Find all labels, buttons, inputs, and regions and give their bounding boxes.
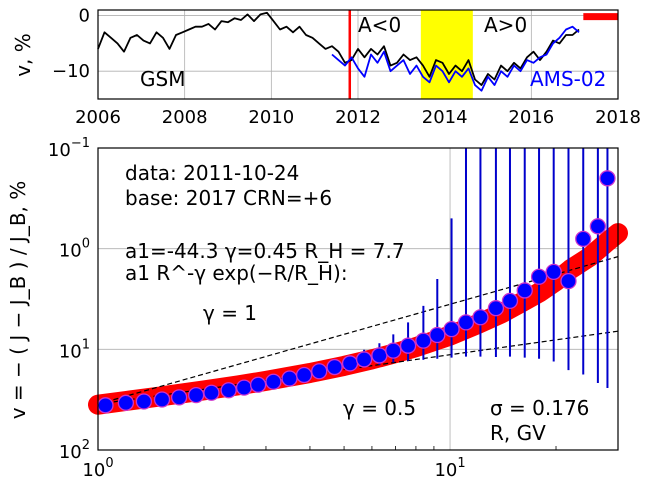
data-point (203, 384, 220, 401)
data-point (170, 389, 188, 406)
data-point (516, 282, 533, 299)
top-decorations (348, 10, 618, 99)
data-point (265, 373, 282, 390)
ams-label: AMS-02 (530, 67, 606, 91)
data-point (443, 320, 460, 338)
gamma-half-label: γ = 0.5 (343, 396, 416, 420)
data-point (501, 292, 519, 310)
top-ticks: 2006 2008 2010 2012 2014 2016 2018 0 −10 (52, 6, 641, 128)
data-point (385, 342, 402, 359)
data-point (117, 394, 135, 411)
data-point (545, 263, 562, 281)
data-point (530, 268, 548, 285)
top-series (97, 11, 580, 92)
data-point (249, 376, 267, 393)
bottom-axes-frame (97, 147, 619, 451)
bottom-x-tick-label: 100 (82, 456, 113, 481)
a-positive-label: A>0 (484, 13, 527, 37)
top-panel: 2006 2008 2010 2012 2014 2016 2018 0 −10 GSM AMS… (11, 6, 641, 128)
data-point (295, 366, 313, 384)
data-point (326, 358, 343, 376)
data-date-annotation: data: 2011-10-24 (125, 161, 299, 185)
data-point (487, 300, 505, 317)
fit-parameters: a1=-44.3 γ=0.45 R_H = 7.7 (125, 239, 405, 263)
data-point (311, 363, 328, 380)
error-bars (104, 148, 609, 406)
data-point (472, 309, 489, 326)
data-point (135, 393, 153, 410)
gsm-label: GSM (140, 67, 185, 91)
data-point (429, 326, 446, 344)
data-point (355, 351, 373, 368)
bottom-y-tick-label: 101 (59, 337, 90, 362)
data-point (187, 386, 205, 404)
fit-formula: a1 R^-γ exp(−R/R_H): (125, 261, 348, 285)
base-annotation: base: 2017 CRN=+6 (125, 186, 332, 210)
top-axes-frame (97, 9, 619, 100)
top-x-tick-label: 2010 (248, 107, 294, 128)
bottom-x-tick-label: 101 (434, 456, 465, 481)
series-line-ams-02 (331, 25, 580, 92)
data-point (235, 379, 253, 396)
series-line-gsm (97, 11, 580, 86)
data-point (457, 314, 475, 331)
gamma-one-label: γ = 1 (203, 301, 257, 325)
top-x-tick-label: 2016 (508, 107, 554, 128)
data-point (589, 218, 607, 235)
data-point (599, 170, 616, 187)
top-y-tick-label: 0 (79, 6, 90, 27)
x-axis-label: R, GV (490, 421, 546, 445)
top-x-tick-label: 2014 (422, 107, 468, 128)
bottom-y-tick-label: 100 (59, 237, 90, 262)
data-point (415, 332, 432, 349)
data-point (399, 337, 417, 354)
data-points (97, 170, 616, 414)
data-point (220, 382, 237, 399)
data-point (560, 272, 577, 290)
top-x-tick-label: 2006 (75, 107, 121, 128)
top-x-tick-label: 2018 (595, 107, 641, 128)
a-transition-span (420, 10, 473, 99)
bottom-y-tick-label: 10−1 (48, 136, 90, 161)
top-x-tick-label: 2012 (335, 107, 381, 128)
data-point (575, 230, 592, 248)
sigma-label: σ = 0.176 (490, 396, 589, 420)
bottom-y-axis-label: v = − ( J − J_B ) / J_B, % (6, 181, 30, 420)
top-y-axis-label: v, % (11, 33, 35, 77)
a-negative-label: A<0 (358, 13, 401, 37)
data-point (153, 391, 171, 408)
data-point (97, 397, 114, 414)
top-x-tick-label: 2008 (162, 107, 208, 128)
reference-line (97, 256, 619, 405)
reference-lines (97, 256, 619, 405)
data-point (281, 370, 298, 387)
data-point (341, 355, 359, 372)
top-y-tick-label: −10 (52, 61, 90, 82)
data-point (371, 347, 388, 364)
